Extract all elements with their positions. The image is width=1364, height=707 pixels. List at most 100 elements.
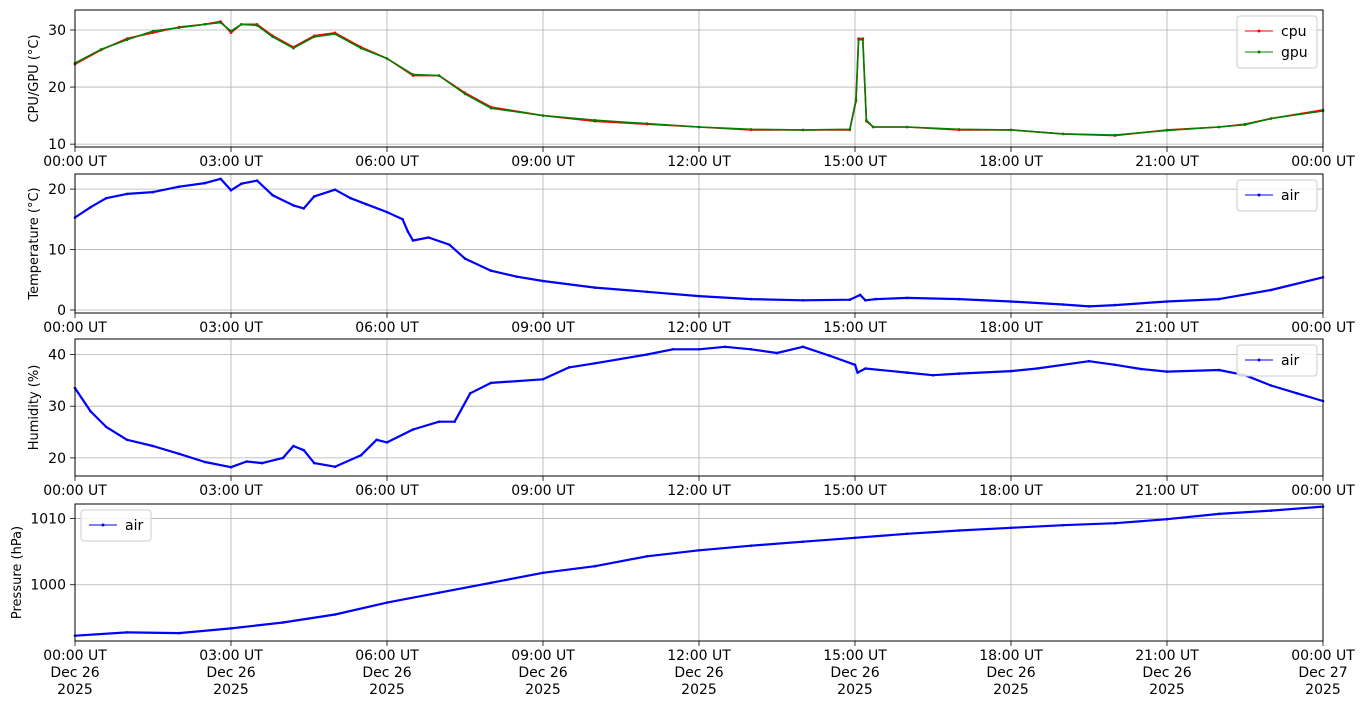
x-tick-label: 21:00 UT <box>1135 483 1199 499</box>
data-point <box>463 92 467 96</box>
legend-marker <box>1257 358 1261 362</box>
x-tick-sublabel: Dec 26 <box>362 665 411 681</box>
y-tick-label: 30 <box>48 23 66 39</box>
x-tick-label: 12:00 UT <box>667 154 731 170</box>
data-point <box>255 24 259 27</box>
x-tick-label: 00:00 UT <box>43 154 107 170</box>
data-point <box>801 299 805 302</box>
data-point <box>151 190 155 194</box>
data-point <box>801 540 805 543</box>
x-tick-label: 03:00 UT <box>199 320 263 336</box>
data-point <box>312 35 316 39</box>
data-point <box>401 218 404 221</box>
data-point <box>593 118 597 122</box>
data-point <box>312 195 316 198</box>
y-tick-label: 20 <box>48 80 66 96</box>
data-point <box>1113 521 1117 525</box>
x-tick-label: 03:00 UT <box>199 648 263 664</box>
data-point <box>453 420 456 424</box>
data-point <box>1165 129 1169 132</box>
data-point <box>1009 526 1013 530</box>
x-tick-label: 09:00 UT <box>511 483 575 499</box>
series-line-gpu <box>74 21 1324 136</box>
plot-frame <box>74 9 1324 148</box>
data-point <box>177 631 181 635</box>
data-point <box>957 128 961 131</box>
data-point <box>853 536 857 540</box>
data-point <box>1269 117 1273 120</box>
data-point <box>427 236 430 239</box>
data-point <box>697 348 701 351</box>
x-tick-label: 18:00 UT <box>979 154 1043 170</box>
x-tick-label: 09:00 UT <box>511 320 575 336</box>
x-tick-sublabel: 2025 <box>525 682 561 698</box>
data-point <box>541 378 545 381</box>
data-point <box>905 125 909 129</box>
x-tick-sublabel: Dec 26 <box>50 665 99 681</box>
data-point <box>697 549 701 552</box>
data-point <box>865 118 868 122</box>
data-point <box>848 298 852 302</box>
data-point <box>406 230 410 233</box>
data-point <box>437 420 441 424</box>
data-point <box>864 299 867 302</box>
chart-panel-2: 00:00 UT 03:00 UT 06:00 UT 09:00 UT 12:00 UT… <box>27 338 1355 499</box>
x-tick-label: 12:00 UT <box>667 648 731 664</box>
legend-marker <box>1257 193 1261 197</box>
data-point <box>1113 133 1117 137</box>
x-tick-label: 06:00 UT <box>355 320 419 336</box>
data-point <box>489 106 493 110</box>
x-tick-sublabel: 2025 <box>1305 682 1341 698</box>
data-point <box>1009 128 1013 132</box>
x-tick-label: 15:00 UT <box>823 154 887 170</box>
data-point <box>333 613 337 616</box>
data-point <box>1269 509 1273 512</box>
data-point <box>541 279 545 283</box>
data-point <box>489 581 493 585</box>
x-tick-label: 00:00 UT <box>43 320 107 336</box>
x-tick-label: 18:00 UT <box>979 648 1043 664</box>
data-point <box>1087 359 1091 363</box>
x-tick-sublabel: Dec 26 <box>1142 665 1191 681</box>
data-point <box>229 465 233 469</box>
x-tick-label: 00:00 UT <box>43 648 107 664</box>
data-point <box>905 371 909 374</box>
data-point <box>292 444 295 448</box>
data-point <box>749 348 753 351</box>
data-point <box>125 631 129 634</box>
data-point <box>271 193 274 197</box>
data-point <box>1269 384 1273 387</box>
data-point <box>203 181 207 185</box>
x-tick-label: 12:00 UT <box>667 320 731 336</box>
data-point <box>411 428 415 431</box>
x-tick-label: 06:00 UT <box>355 483 419 499</box>
data-point <box>1009 300 1013 303</box>
y-axis-label: Temperature (°C) <box>27 187 42 300</box>
legend-label-cpu: cpu <box>1281 24 1306 40</box>
data-point <box>125 38 129 41</box>
legend: air <box>1236 344 1318 377</box>
data-point <box>302 207 306 210</box>
data-point <box>281 621 285 624</box>
data-point <box>364 202 368 206</box>
data-point <box>89 205 92 209</box>
data-point <box>281 456 285 460</box>
data-point <box>302 448 306 452</box>
y-tick-label: 10 <box>48 243 66 259</box>
data-point <box>375 438 378 442</box>
data-point <box>858 293 862 297</box>
legend: air <box>80 509 152 542</box>
x-tick-sublabel: Dec 26 <box>830 665 879 681</box>
data-point <box>515 275 519 279</box>
data-point <box>857 38 860 41</box>
data-point <box>240 23 243 26</box>
data-point <box>468 392 472 395</box>
data-point <box>125 438 129 442</box>
data-point <box>1009 369 1013 373</box>
x-tick-sublabel: 2025 <box>213 682 249 698</box>
data-point <box>931 373 935 377</box>
data-point <box>854 98 858 101</box>
x-tick-sublabel: Dec 26 <box>674 665 723 681</box>
data-point <box>463 257 467 260</box>
x-tick-sublabel: 2025 <box>57 682 93 698</box>
